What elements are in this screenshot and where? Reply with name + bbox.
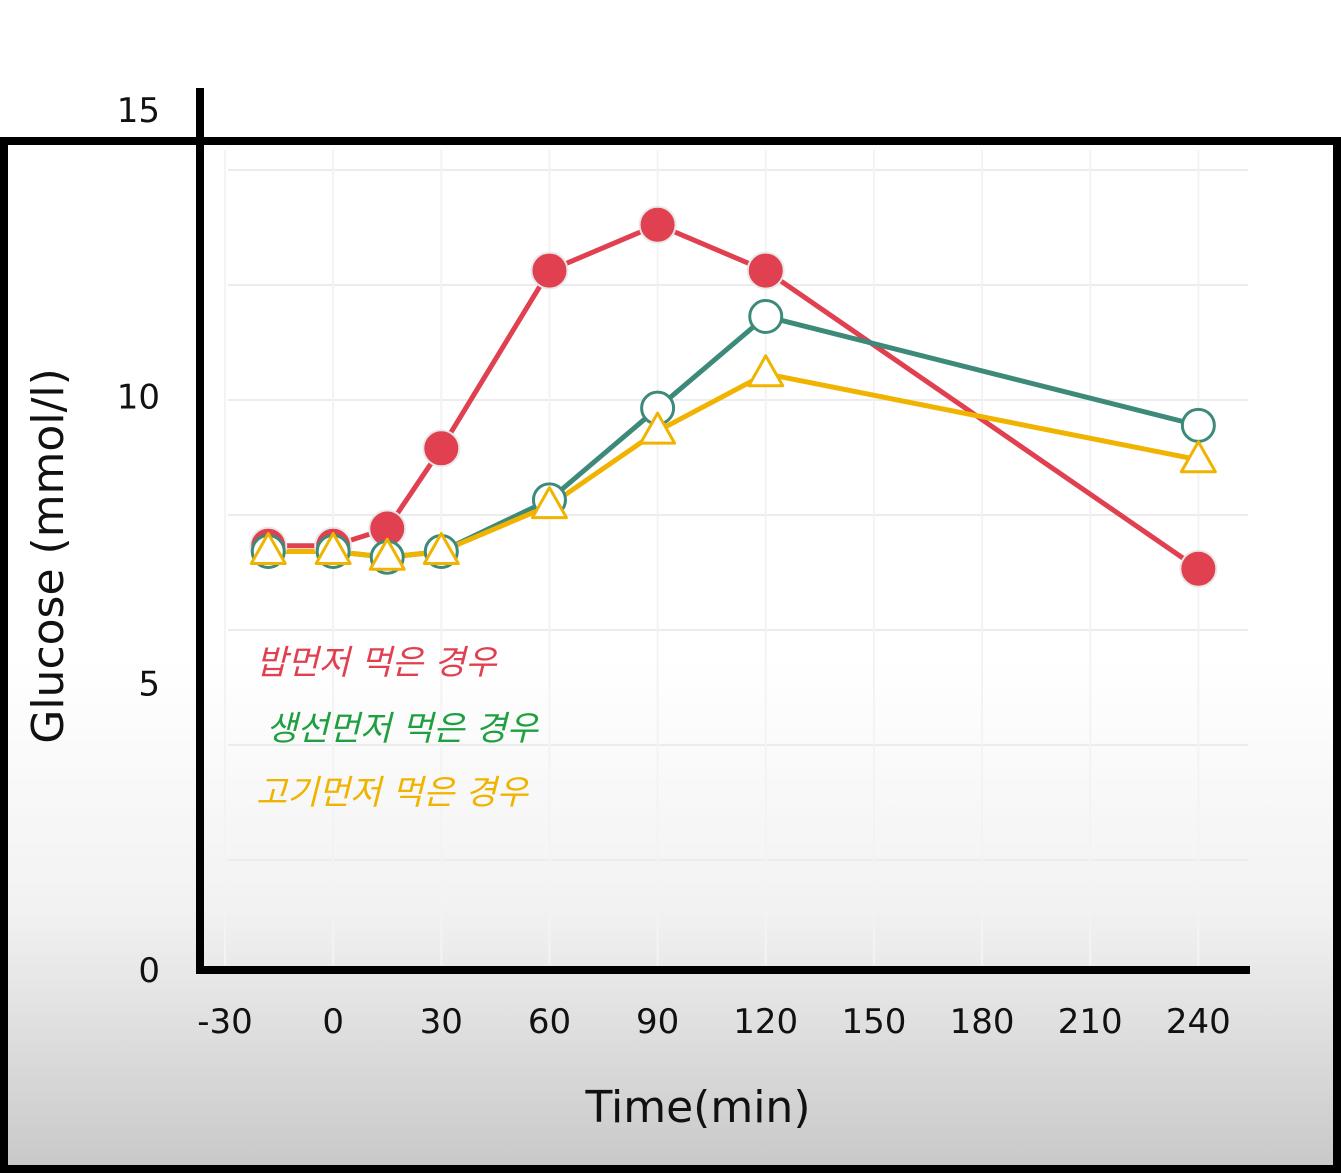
data-point — [1179, 549, 1218, 588]
x-tick-label: 210 — [1058, 1002, 1123, 1042]
x-tick-labels: -30 0 30 60 90 120 150 180 210 240 — [197, 1002, 1231, 1042]
data-point — [368, 537, 406, 571]
legend-meat-first: 고기먼저 먹은 경우 — [256, 773, 530, 813]
data-point — [748, 298, 784, 334]
data-point — [638, 205, 677, 244]
data-point — [747, 354, 785, 388]
series-lines — [268, 222, 1200, 571]
x-tick-label: 30 — [420, 1002, 463, 1042]
x-tick-label: 180 — [950, 1002, 1015, 1042]
x-tick-label: 0 — [322, 1002, 344, 1042]
x-tick-label: 90 — [636, 1002, 679, 1042]
series-line-2 — [268, 371, 1199, 560]
x-tick-label: -30 — [197, 1002, 253, 1042]
series-line-0 — [268, 222, 1200, 571]
data-point — [1180, 407, 1216, 443]
legend-fish-first: 생선먼저 먹은 경우 — [266, 709, 540, 749]
data-point — [1179, 440, 1217, 474]
x-tick-label: 240 — [1166, 1002, 1231, 1042]
x-tick-label: 150 — [841, 1002, 906, 1042]
data-point — [530, 486, 568, 520]
y-tick-label: 0 — [138, 951, 160, 991]
chart-frame — [0, 137, 1341, 1173]
data-point — [422, 531, 460, 565]
y-tick-label: 5 — [138, 664, 160, 704]
series-markers — [249, 205, 1218, 588]
data-point — [249, 531, 287, 565]
legend-rice-first: 밥먼저 먹은 경우 — [256, 643, 498, 683]
y-tick-labels: 0 5 10 15 — [117, 91, 160, 991]
data-point — [422, 429, 461, 468]
series-line-1 — [268, 313, 1199, 560]
x-tick-label: 120 — [733, 1002, 798, 1042]
data-point — [746, 251, 785, 290]
data-point — [530, 251, 569, 290]
y-tick-label: 15 — [117, 91, 160, 131]
y-axis-title: Glucose (mmol/l) — [23, 368, 74, 744]
data-point — [314, 531, 352, 565]
data-point — [639, 411, 677, 445]
x-axis-title: Time(min) — [585, 1082, 811, 1133]
y-tick-label: 10 — [117, 378, 160, 418]
x-tick-label: 60 — [528, 1002, 571, 1042]
